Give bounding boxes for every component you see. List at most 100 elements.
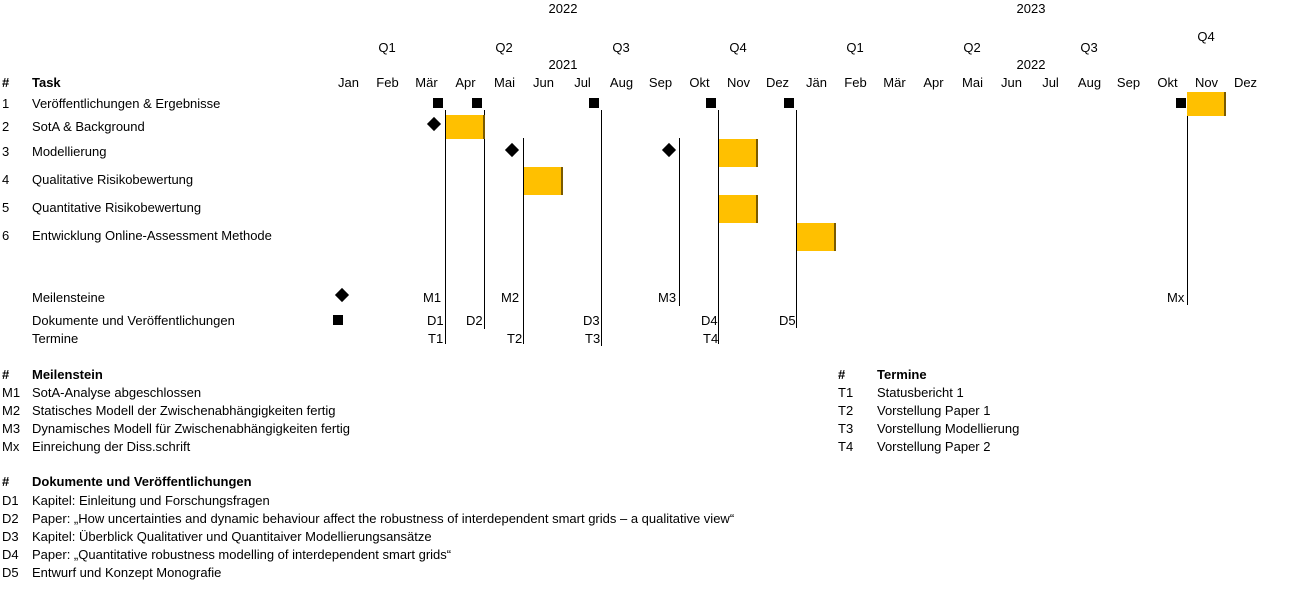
document-text: Paper: „How uncertainties and dynamic be… <box>32 511 735 526</box>
document-marker <box>589 98 599 108</box>
quarter-label: Q4 <box>729 40 747 55</box>
task-label: Modellierung <box>32 144 107 159</box>
timeline-marker-line <box>718 110 719 344</box>
document-marker <box>706 98 716 108</box>
gantt-bar-task-2 <box>446 115 485 139</box>
quarter-label: Q1 <box>378 40 396 55</box>
task-num: 3 <box>2 144 10 159</box>
row-label-milestones: Meilensteine <box>32 290 105 305</box>
document-marker <box>472 98 482 108</box>
gantt-bar-task-1 <box>1187 92 1226 116</box>
task-num: 6 <box>2 228 10 243</box>
task-label: SotA & Background <box>32 119 145 134</box>
header-num: # <box>2 75 10 90</box>
milestone-marker <box>661 142 677 158</box>
year-label-2022: 2022 <box>548 1 578 16</box>
milestone-label: Mx <box>1167 290 1185 305</box>
timeline-marker-line <box>1187 92 1188 305</box>
milestone-marker <box>504 142 520 158</box>
quarter-label: Q3 <box>1080 40 1098 55</box>
timeline-marker-line <box>484 110 485 329</box>
task-label: Qualitative Risikobewertung <box>32 172 194 187</box>
gantt-bar-task-3 <box>719 139 758 167</box>
milestone-legend-icon <box>334 287 350 303</box>
year-sub-label: 2021 <box>548 57 578 72</box>
month-label: Nov <box>1194 75 1219 90</box>
month-label: Sep <box>648 75 673 90</box>
task-label: Quantitative Risikobewertung <box>32 200 202 215</box>
document-text: Kapitel: Überblick Qualitativer und Quan… <box>32 529 432 544</box>
document-text: Entwurf und Konzept Monografie <box>32 565 222 580</box>
quarter-label: Q2 <box>495 40 513 55</box>
quarter-label: Q4 <box>1197 29 1215 44</box>
milestone-label: M2 <box>501 290 520 305</box>
milestone-text: Statisches Modell der Zwischenabhängigke… <box>32 403 336 418</box>
timeline-marker-line <box>679 138 680 306</box>
month-label: Dez <box>1233 75 1258 90</box>
documents-list-hash: # <box>2 474 10 489</box>
milestone-list-hash: # <box>2 367 10 382</box>
task-num: 2 <box>2 119 10 134</box>
timeline-marker-line <box>445 110 446 344</box>
milestone-text: Dynamisches Modell für Zwischenabhängigk… <box>32 421 350 436</box>
month-label: Sep <box>1116 75 1141 90</box>
month-label: Nov <box>726 75 751 90</box>
document-marker <box>433 98 443 108</box>
month-label: Jun <box>1001 75 1022 90</box>
month-label: Jän <box>806 75 827 90</box>
year-label-2023: 2023 <box>1016 1 1046 16</box>
month-label: Jul <box>1042 75 1059 90</box>
month-label: Aug <box>609 75 634 90</box>
timeline-marker-line <box>796 110 797 328</box>
gantt-bar-task-4 <box>524 167 563 195</box>
milestone-id: M2 <box>2 403 21 418</box>
task-num: 1 <box>2 96 10 111</box>
month-label: Aug <box>1077 75 1102 90</box>
header-task: Task <box>32 75 61 90</box>
milestone-id: M3 <box>2 421 21 436</box>
row-label-dates: Termine <box>32 331 79 346</box>
document-label: D1 <box>427 313 444 328</box>
milestone-id: M1 <box>2 385 21 400</box>
month-label: Okt <box>1157 75 1178 90</box>
month-label: Feb <box>376 75 399 90</box>
month-label: Feb <box>844 75 867 90</box>
year-sub-label: 2022 <box>1016 57 1046 72</box>
document-id: D5 <box>2 565 19 580</box>
milestone-text: Einreichung der Diss.schrift <box>32 439 191 454</box>
dates-list-title: Termine <box>877 367 927 382</box>
quarter-label: Q3 <box>612 40 630 55</box>
document-text: Paper: „Quantitative robustness modellin… <box>32 547 452 562</box>
date-text: Vorstellung Paper 2 <box>877 439 991 454</box>
document-legend-icon <box>333 315 343 325</box>
document-label: D4 <box>701 313 718 328</box>
month-label: Jul <box>574 75 591 90</box>
month-label: Dez <box>765 75 790 90</box>
gantt-bar-task-6 <box>797 223 836 251</box>
month-label: Mär <box>415 75 438 90</box>
document-id: D3 <box>2 529 19 544</box>
date-id: T4 <box>838 439 854 454</box>
date-text: Vorstellung Modellierung <box>877 421 1020 436</box>
document-marker <box>1176 98 1186 108</box>
date-label: T2 <box>507 331 523 346</box>
timeline-marker-line <box>601 110 602 346</box>
month-label: Apr <box>923 75 944 90</box>
task-label: Entwicklung Online-Assessment Methode <box>32 228 272 243</box>
month-label: Mai <box>494 75 515 90</box>
dates-list-hash: # <box>838 367 846 382</box>
milestone-list-title: Meilenstein <box>32 367 103 382</box>
document-id: D4 <box>2 547 19 562</box>
milestone-id: Mx <box>2 439 20 454</box>
date-id: T2 <box>838 403 854 418</box>
date-label: T1 <box>428 331 444 346</box>
task-num: 5 <box>2 200 10 215</box>
milestone-marker <box>426 116 442 132</box>
documents-list-title: Dokumente und Veröffentlichungen <box>32 474 252 489</box>
date-text: Vorstellung Paper 1 <box>877 403 991 418</box>
quarter-label: Q2 <box>963 40 981 55</box>
document-marker <box>784 98 794 108</box>
month-label: Mai <box>962 75 983 90</box>
date-label: T3 <box>585 331 601 346</box>
quarter-label: Q1 <box>846 40 864 55</box>
